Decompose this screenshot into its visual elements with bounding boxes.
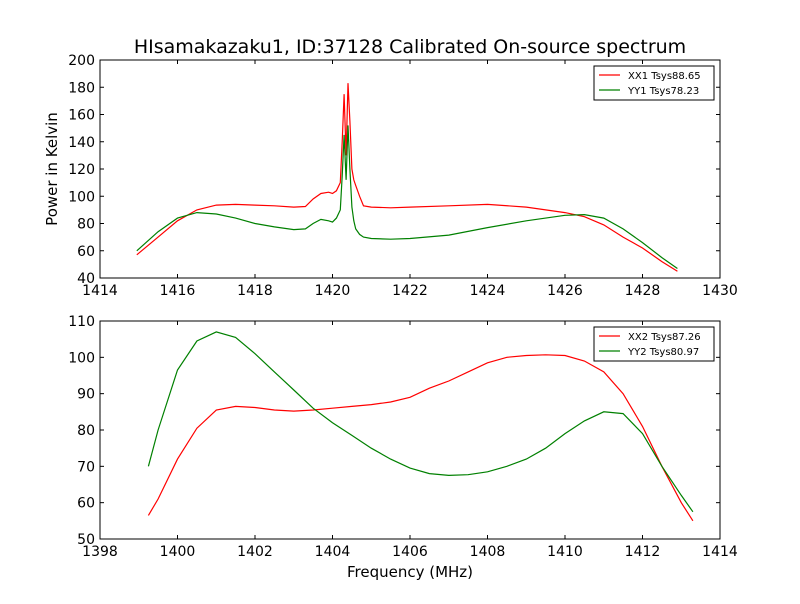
legend-entry: YY1 Tsys78.23 xyxy=(627,86,699,97)
series-line-1-1 xyxy=(136,83,678,272)
y-tick-label: 100 xyxy=(68,189,95,205)
x-tick-label: 1430 xyxy=(702,283,738,299)
y-axis-label: Power in Kelvin xyxy=(43,112,61,226)
figure-xlabel: Frequency (MHz) xyxy=(347,563,473,581)
x-tick-label: 1404 xyxy=(315,544,351,560)
x-tick-label: 1414 xyxy=(82,283,118,299)
y-tick-label: 140 xyxy=(68,135,95,151)
x-tick-label: 1420 xyxy=(315,283,351,299)
y-tick-label: 60 xyxy=(77,244,95,260)
y-tick-label: 60 xyxy=(77,496,95,512)
series-line-2-1 xyxy=(147,354,694,522)
y-tick-label: 100 xyxy=(68,350,95,366)
y-tick-label: 120 xyxy=(68,162,95,178)
panel-1: 1414 1416 1418 1420 1422 1424 1426 1428 1430 40 60… xyxy=(43,53,738,299)
x-tick-label: 1428 xyxy=(625,283,661,299)
legend: XX1 Tsys88.65 YY1 Tsys78.23 xyxy=(593,65,715,101)
y-tick-label: 200 xyxy=(68,53,95,69)
x-tick-label: 1426 xyxy=(547,283,583,299)
x-tick-label: 1422 xyxy=(392,283,428,299)
x-tick-label: 1402 xyxy=(237,544,273,560)
x-tick-label: 1410 xyxy=(547,544,583,560)
series-line-1-2 xyxy=(136,125,678,269)
legend: XX2 Tsys87.26 YY2 Tsys80.97 xyxy=(593,326,715,362)
y-tick-label: 40 xyxy=(77,271,95,287)
x-tick-label: 1408 xyxy=(470,544,506,560)
y-tick-label: 180 xyxy=(68,80,95,96)
x-tick-label: 1406 xyxy=(392,544,428,560)
x-tick-label: 1424 xyxy=(470,283,506,299)
y-tick-label: 160 xyxy=(68,108,95,124)
y-tick-label: 80 xyxy=(77,423,95,439)
x-tick-label: 1412 xyxy=(625,544,661,560)
y-tick-label: 80 xyxy=(77,217,95,233)
legend-entry: YY2 Tsys80.97 xyxy=(627,347,699,358)
x-tick-label: 1418 xyxy=(237,283,273,299)
y-tick-label: 110 xyxy=(68,314,95,330)
y-tick-label: 90 xyxy=(77,387,95,403)
legend-entry: XX2 Tsys87.26 xyxy=(628,332,701,343)
legend-entry: XX1 Tsys88.65 xyxy=(628,71,701,82)
y-tick-label: 70 xyxy=(77,459,95,475)
x-tick-label: 1416 xyxy=(160,283,196,299)
x-tick-label: 1400 xyxy=(160,544,196,560)
x-tick-label: 1398 xyxy=(82,544,118,560)
x-tick-label: 1414 xyxy=(702,544,738,560)
legend-box xyxy=(593,326,715,362)
series-line-2-2 xyxy=(147,331,694,513)
figure-title: HIsamakazaku1, ID:37128 Calibrated On-so… xyxy=(134,36,686,58)
y-tick-label: 50 xyxy=(77,532,95,548)
panel-2: 1398 1400 1402 1404 1406 1408 1410 1412 1414 50 60… xyxy=(68,314,738,560)
legend-box xyxy=(593,65,715,101)
